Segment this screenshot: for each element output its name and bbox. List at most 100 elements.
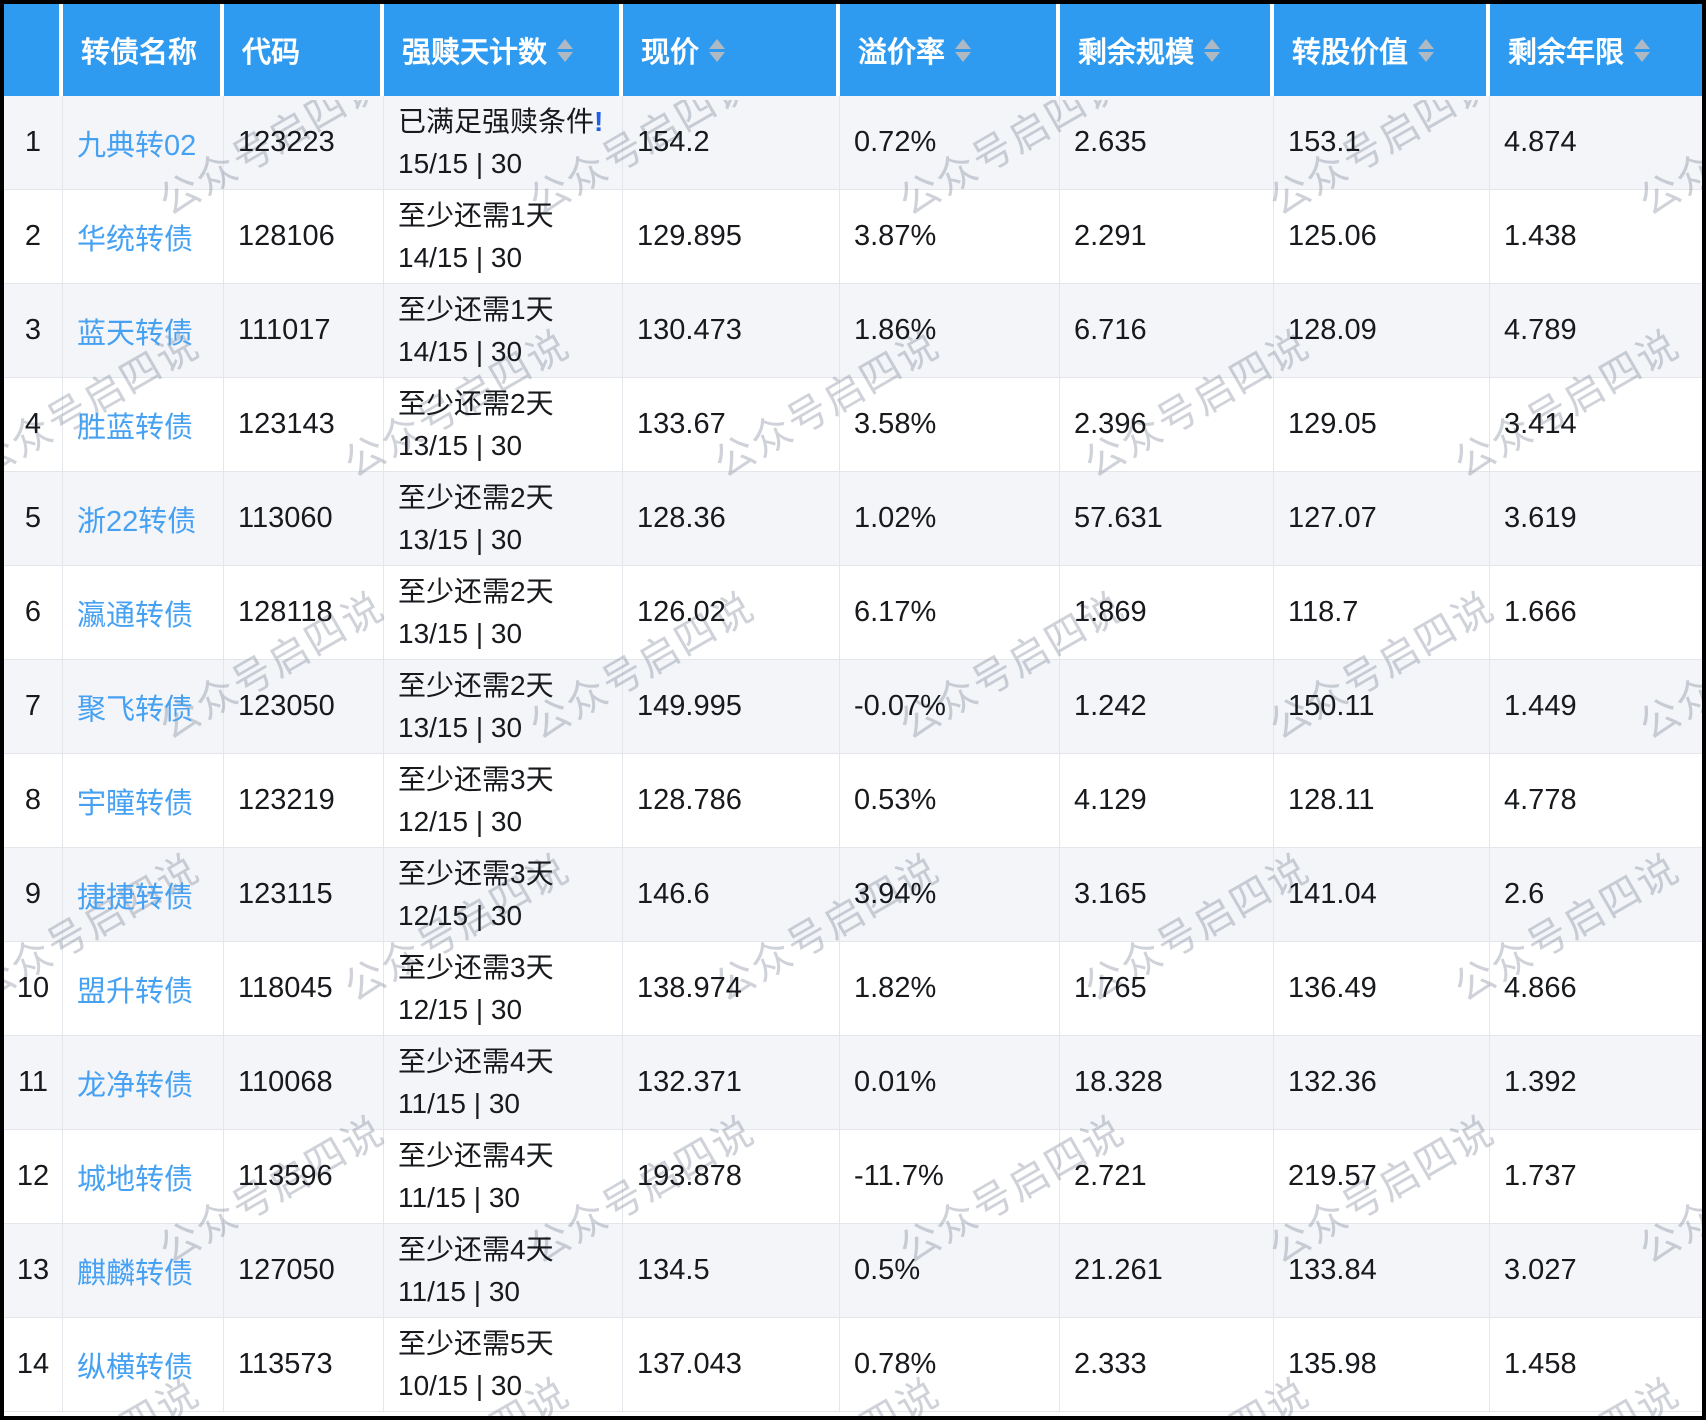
redeem-status-line: 至少还需4天	[398, 1135, 622, 1177]
bond-name-link[interactable]: 宇瞳转债	[77, 787, 194, 820]
bond-name-link[interactable]: 纵横转债	[77, 1351, 194, 1384]
price-cell: 149.995	[623, 660, 840, 753]
conversion-value: 118.7	[1288, 596, 1359, 628]
bond-code-cell: 113060	[224, 472, 384, 565]
bond-name-link[interactable]: 龙净转债	[77, 1069, 194, 1102]
bond-name-link[interactable]: 浙22转债	[77, 505, 197, 538]
sort-icon[interactable]	[1418, 38, 1435, 62]
price-value: 146.6	[637, 878, 710, 910]
remaining-years-value: 1.449	[1504, 690, 1577, 722]
conversion-value: 150.11	[1288, 690, 1375, 722]
redeem-days-cell: 至少还需2天 13/15 | 30	[384, 566, 623, 659]
bond-name-link[interactable]: 捷捷转债	[77, 881, 194, 914]
redeem-status-line: 至少还需3天	[398, 947, 622, 989]
header-cell-redeem-days[interactable]: 强赎天计数	[384, 4, 623, 96]
price-cell: 138.974	[623, 942, 840, 1035]
bond-name-link[interactable]: 瀛通转债	[77, 599, 194, 632]
table-header: 转债名称 代码 强赎天计数 现价 溢价率 剩余规模 转股价值 剩余年限	[4, 4, 1702, 96]
header-label: 现价	[641, 37, 700, 69]
header-cell-index	[4, 4, 63, 96]
redeem-days-cell: 至少还需2天 13/15 | 30	[384, 660, 623, 753]
table-row: 6 瀛通转债 128118 至少还需2天 13/15 | 30 126.02 6…	[4, 566, 1702, 660]
remaining-years-cell: 2.6	[1490, 848, 1702, 941]
row-index-cell: 11	[4, 1036, 63, 1129]
row-index-cell: 7	[4, 660, 63, 753]
remaining-size-value: 2.635	[1074, 126, 1147, 158]
bond-name-link[interactable]: 聚飞转债	[77, 693, 194, 726]
sort-icon[interactable]	[955, 38, 972, 62]
bond-name-link[interactable]: 城地转债	[77, 1163, 194, 1196]
bond-name-link[interactable]: 蓝天转债	[77, 317, 194, 350]
bond-code: 111017	[238, 314, 331, 346]
header-cell-remaining-size[interactable]: 剩余规模	[1060, 4, 1274, 96]
remaining-years-value: 2.6	[1504, 878, 1545, 910]
sort-icon[interactable]	[557, 38, 574, 62]
bond-code: 113596	[238, 1160, 333, 1192]
bond-name-cell: 龙净转债	[63, 1036, 224, 1129]
redeem-count-line: 11/15 | 30	[398, 1275, 520, 1307]
remaining-size-value: 3.165	[1074, 878, 1147, 910]
bond-code-cell: 118045	[224, 942, 384, 1035]
premium-cell: 0.53%	[840, 754, 1060, 847]
premium-cell: -0.07%	[840, 660, 1060, 753]
redeem-days-cell: 至少还需4天 11/15 | 30	[384, 1130, 623, 1223]
remaining-years-value: 4.789	[1504, 314, 1577, 346]
premium-cell: 0.72%	[840, 96, 1060, 189]
price-value: 132.371	[637, 1066, 742, 1098]
redeem-count-line: 11/15 | 30	[398, 1087, 520, 1119]
redeem-status-line: 至少还需2天	[398, 383, 622, 425]
table-row: 13 麒麟转债 127050 至少还需4天 11/15 | 30 134.5 0…	[4, 1224, 1702, 1318]
table-row: 11 龙净转债 110068 至少还需4天 11/15 | 30 132.371…	[4, 1036, 1702, 1130]
bond-name-cell: 聚飞转债	[63, 660, 224, 753]
conversion-value: 136.49	[1288, 972, 1377, 1004]
conversion-value: 219.57	[1288, 1160, 1377, 1192]
header-label: 转股价值	[1292, 37, 1409, 69]
remaining-size-value: 57.631	[1074, 502, 1163, 534]
header-label: 代码	[242, 37, 301, 69]
bond-code-cell: 123219	[224, 754, 384, 847]
bond-name-cell: 城地转债	[63, 1130, 224, 1223]
premium-cell: 1.86%	[840, 284, 1060, 377]
price-value: 149.995	[637, 690, 742, 722]
redeem-status: 至少还需3天	[398, 763, 554, 795]
bond-name-link[interactable]: 华统转债	[77, 223, 194, 256]
price-cell: 137.043	[623, 1318, 840, 1411]
remaining-size-cell: 2.721	[1060, 1130, 1274, 1223]
redeem-count-line: 12/15 | 30	[398, 993, 523, 1025]
row-index-cell: 8	[4, 754, 63, 847]
bond-name-link[interactable]: 九典转02	[77, 129, 197, 162]
conversion-value: 125.06	[1288, 220, 1377, 252]
price-cell: 154.2	[623, 96, 840, 189]
redeem-count-line: 13/15 | 30	[398, 523, 523, 555]
bond-name-link[interactable]: 麒麟转债	[77, 1257, 194, 1290]
bond-code-cell: 123115	[224, 848, 384, 941]
bond-code: 123223	[238, 126, 335, 158]
redeem-status-line: 至少还需5天	[398, 1323, 622, 1365]
remaining-size-cell: 3.165	[1060, 848, 1274, 941]
price-cell: 128.36	[623, 472, 840, 565]
redeem-count-line: 12/15 | 30	[398, 805, 523, 837]
remaining-years-value: 1.392	[1504, 1066, 1577, 1098]
table-row: 4 胜蓝转债 123143 至少还需2天 13/15 | 30 133.67 3…	[4, 378, 1702, 472]
row-index-cell: 10	[4, 942, 63, 1035]
sort-icon[interactable]	[1634, 38, 1651, 62]
bond-name-link[interactable]: 胜蓝转债	[77, 411, 194, 444]
redeem-days-cell: 至少还需3天 12/15 | 30	[384, 848, 623, 941]
header-cell-remaining-years[interactable]: 剩余年限	[1490, 4, 1702, 96]
conversion-value: 132.36	[1288, 1066, 1377, 1098]
price-cell: 132.371	[623, 1036, 840, 1129]
header-cell-price[interactable]: 现价	[623, 4, 840, 96]
header-cell-premium[interactable]: 溢价率	[840, 4, 1060, 96]
row-index-cell: 13	[4, 1224, 63, 1317]
sort-icon[interactable]	[709, 38, 726, 62]
redeem-status-line: 至少还需4天	[398, 1229, 622, 1271]
price-cell: 128.786	[623, 754, 840, 847]
sort-icon[interactable]	[1204, 38, 1221, 62]
conversion-value-cell: 153.1	[1274, 96, 1490, 189]
price-value: 133.67	[637, 408, 726, 440]
header-cell-conversion-value[interactable]: 转股价值	[1274, 4, 1490, 96]
price-value: 193.878	[637, 1160, 742, 1192]
bond-name-link[interactable]: 盟升转债	[77, 975, 194, 1008]
remaining-size-cell: 1.869	[1060, 566, 1274, 659]
